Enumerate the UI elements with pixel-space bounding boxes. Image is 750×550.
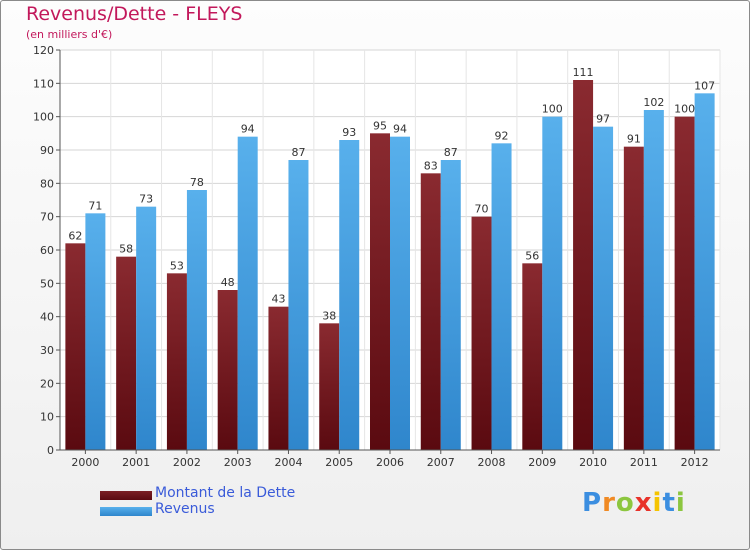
bar-revenus <box>643 110 664 450</box>
bar-revenus <box>136 206 157 450</box>
data-label-dette: 58 <box>119 243 133 256</box>
bar-revenus <box>339 140 360 450</box>
data-label-dette: 83 <box>424 159 438 172</box>
data-label-revenus: 97 <box>596 113 610 126</box>
y-tick-label: 70 <box>40 211 54 224</box>
logo-letter: P <box>582 488 603 518</box>
bar-dette <box>522 263 543 450</box>
x-tick-label: 2002 <box>173 456 201 469</box>
y-tick-label: 10 <box>40 411 54 424</box>
bar-dette <box>573 80 594 450</box>
y-tick-label: 20 <box>40 377 54 390</box>
x-tick-label: 2004 <box>274 456 302 469</box>
y-tick-label: 80 <box>40 177 54 190</box>
x-tick-label: 2006 <box>376 456 404 469</box>
bar-dette <box>471 216 492 450</box>
y-tick-label: 0 <box>47 444 54 457</box>
y-tick-label: 120 <box>33 44 54 57</box>
x-tick-label: 2005 <box>325 456 353 469</box>
data-label-dette: 95 <box>373 119 387 132</box>
logo-letter: i <box>652 488 663 518</box>
x-tick-label: 2008 <box>478 456 506 469</box>
chart-title: Revenus/Dette - FLEYS <box>26 3 243 25</box>
data-label-revenus: 100 <box>542 103 563 116</box>
bar-revenus <box>390 136 410 450</box>
data-label-dette: 111 <box>573 66 594 79</box>
data-label-dette: 91 <box>627 133 641 146</box>
axis-layer: 0 10 20 30 40 50 60 70 80 90 100 110 120 2000 2001 2002… <box>33 44 720 469</box>
bar-dette <box>420 173 441 451</box>
data-label-revenus: 94 <box>241 123 255 136</box>
x-tick-label: 2003 <box>224 456 252 469</box>
data-label-dette: 70 <box>475 203 489 216</box>
y-tick-label: 60 <box>40 244 54 257</box>
legend-swatch-dette <box>100 491 152 500</box>
bar-dette <box>319 323 340 450</box>
bar-revenus <box>694 93 715 450</box>
bar-dette <box>268 306 289 450</box>
chart-subtitle: (en milliers d'€) <box>26 28 113 41</box>
x-tick-label: 2009 <box>528 456 556 469</box>
bar-dette <box>674 116 695 451</box>
logo-letter: x <box>634 488 653 518</box>
logo-letter: t <box>662 488 676 518</box>
x-tick-label: 2007 <box>427 456 455 469</box>
legend-label-revenus: Revenus <box>155 501 215 517</box>
data-label-revenus: 78 <box>190 176 204 189</box>
bar-revenus <box>440 160 461 450</box>
bar-revenus <box>288 160 309 450</box>
data-label-dette: 53 <box>170 259 184 272</box>
data-label-revenus: 107 <box>694 79 715 92</box>
bar-dette <box>65 243 86 450</box>
data-label-revenus: 94 <box>393 123 407 136</box>
data-label-revenus: 87 <box>444 146 458 159</box>
bar-revenus <box>491 143 512 451</box>
bar-revenus <box>542 116 563 451</box>
bar-dette <box>116 256 137 450</box>
bar-revenus <box>186 190 207 450</box>
bar-dette <box>217 290 238 450</box>
bar-revenus <box>237 136 258 450</box>
x-tick-label: 2000 <box>71 456 99 469</box>
y-tick-label: 40 <box>40 311 54 324</box>
bar-layer <box>65 80 715 451</box>
data-label-dette: 43 <box>271 293 285 306</box>
data-label-revenus: 93 <box>342 126 356 139</box>
logo-letter: o <box>615 488 635 518</box>
y-tick-label: 30 <box>40 344 54 357</box>
x-tick-label: 2001 <box>122 456 150 469</box>
legend-label-dette: Montant de la Dette <box>155 485 296 501</box>
label-layer: 62 71 58 73 53 78 48 94 43 87 38 93 95 94 83 87 70 92 56 10… <box>68 66 715 322</box>
bar-dette <box>166 273 187 450</box>
y-tick-label: 110 <box>33 77 54 90</box>
data-label-dette: 100 <box>674 103 695 116</box>
data-label-revenus: 71 <box>88 199 102 212</box>
logo-letter: r <box>602 488 616 518</box>
data-label-dette: 56 <box>525 249 539 262</box>
y-tick-label: 100 <box>33 111 54 124</box>
legend-swatch-revenus <box>100 507 152 516</box>
x-tick-label: 2010 <box>579 456 607 469</box>
logo-letter: i <box>675 488 686 518</box>
data-label-dette: 62 <box>68 229 82 242</box>
bar-revenus <box>85 213 106 450</box>
x-tick-label: 2012 <box>681 456 709 469</box>
data-label-dette: 38 <box>322 309 336 322</box>
data-label-revenus: 102 <box>643 96 664 109</box>
data-label-revenus: 87 <box>291 146 305 159</box>
data-label-revenus: 92 <box>495 129 509 142</box>
bar-revenus <box>593 126 614 451</box>
x-tick-label: 2011 <box>630 456 658 469</box>
proxiti-logo: Proxiti <box>582 488 686 518</box>
data-label-dette: 48 <box>221 276 235 289</box>
bar-dette <box>370 133 390 451</box>
y-tick-label: 90 <box>40 144 54 157</box>
bar-dette <box>623 146 644 450</box>
data-label-revenus: 73 <box>139 193 153 206</box>
y-tick-label: 50 <box>40 277 54 290</box>
